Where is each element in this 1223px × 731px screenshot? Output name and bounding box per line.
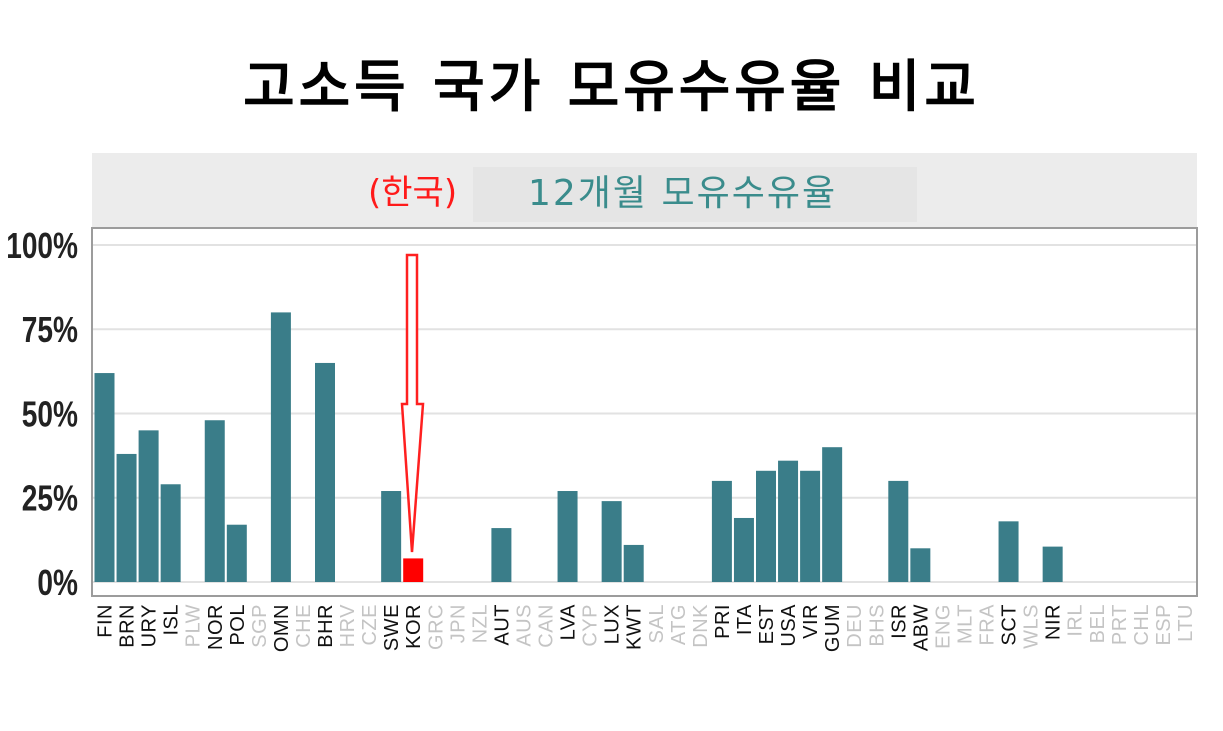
x-tick-label: BHR <box>315 604 337 648</box>
x-tick-label: ITA <box>734 604 756 635</box>
x-tick-label: POL <box>227 604 249 646</box>
x-tick-label: BRN <box>117 604 139 648</box>
x-tick-label: CYP <box>580 604 602 647</box>
y-tick-label: 25% <box>22 478 78 518</box>
korea-highlight-label: (한국) <box>368 173 458 213</box>
x-tick-label: AUS <box>513 604 535 647</box>
x-tick-label: ABW <box>910 604 932 651</box>
bar-bhr <box>315 362 335 582</box>
bar-sct <box>998 521 1019 582</box>
x-tick-label: PRT <box>1109 604 1131 645</box>
bar-nor <box>204 420 225 582</box>
x-tick-label: SAL <box>646 604 668 643</box>
x-tick-label: BHS <box>866 604 888 647</box>
x-tick-label: GRC <box>425 604 447 650</box>
x-tick-label: PLW <box>183 604 205 647</box>
y-tick-label: 50% <box>22 394 78 434</box>
x-tick-label: CAN <box>536 604 558 648</box>
bar-aut <box>491 528 512 582</box>
bar-gum <box>822 447 843 582</box>
bar-ury <box>138 430 159 582</box>
bar-abw <box>910 548 931 582</box>
x-tick-label: LVA <box>558 604 580 640</box>
x-tick-label: LTU <box>1175 604 1197 642</box>
x-tick-label: BEL <box>1087 604 1109 643</box>
y-tick-label: 100% <box>6 226 78 266</box>
bar-brn <box>116 453 137 582</box>
bar-est <box>756 470 776 582</box>
plot-border <box>91 227 1198 597</box>
x-tick-label: CHE <box>293 604 315 648</box>
bar-kor <box>403 558 424 582</box>
x-tick-label: ISR <box>888 604 910 639</box>
x-tick-label: VIR <box>800 604 822 639</box>
bars <box>94 312 1063 582</box>
x-tick-label: SCT <box>999 604 1021 646</box>
x-tick-label: FIN <box>95 604 117 638</box>
x-tick-label: FRA <box>977 604 999 646</box>
x-tick-label: IRL <box>1065 604 1087 637</box>
x-tick-label: GUM <box>822 604 844 652</box>
x-tick-label: AUT <box>491 604 513 646</box>
x-tick-label: SGP <box>249 604 271 648</box>
korea-arrow-icon <box>400 253 425 553</box>
x-tick-label: PRI <box>712 604 734 639</box>
x-tick-label: ENG <box>932 604 954 649</box>
x-tick-label: ISL <box>161 604 183 636</box>
gridlines <box>92 244 1197 583</box>
bar-usa <box>778 460 799 582</box>
x-tick-label: WLS <box>1021 604 1043 649</box>
x-tick-label: CZE <box>359 604 381 646</box>
x-tick-label: LUX <box>602 604 624 644</box>
x-tick-label: EST <box>756 604 778 644</box>
x-axis: FIN BRN URY ISL PLW NOR POL SGP OMN CHE BHR HRV CZE S… <box>95 604 1197 652</box>
y-tick-label: 75% <box>22 310 78 350</box>
bar-omn <box>270 312 291 582</box>
bar-ita <box>733 517 754 582</box>
bar-lva <box>557 491 578 582</box>
bar-kwt <box>623 544 644 582</box>
bar-nir <box>1042 546 1063 582</box>
x-tick-label: OMN <box>271 604 293 652</box>
bar-pri <box>711 480 732 582</box>
x-tick-label: URY <box>139 604 161 647</box>
x-tick-label: KOR <box>403 604 425 649</box>
x-tick-label: USA <box>778 604 800 647</box>
facet-strip-title-bg <box>473 167 917 222</box>
x-tick-label: NIR <box>1043 604 1065 640</box>
facet-strip-title: 12개월 모유수유율 <box>528 173 838 214</box>
bar-isl <box>160 484 181 582</box>
bar-isr <box>888 480 909 582</box>
x-tick-label: HRV <box>337 604 359 648</box>
x-tick-label: JPN <box>447 604 469 643</box>
x-tick-label: NZL <box>469 604 491 643</box>
x-tick-label: DNK <box>690 604 712 648</box>
y-axis: 0% 25% 50% 75% 100% <box>6 226 78 603</box>
y-tick-label: 0% <box>37 563 78 603</box>
bar-pol <box>226 524 247 582</box>
x-tick-label: MLT <box>954 604 976 644</box>
bar-fin <box>94 373 115 582</box>
x-tick-label: ESP <box>1153 604 1175 646</box>
page-title: 고소득 국가 모유수유율 비교 <box>243 55 980 120</box>
x-tick-label: NOR <box>205 604 227 650</box>
bar-lux <box>601 501 622 582</box>
x-tick-label: DEU <box>844 604 866 648</box>
x-tick-label: CHL <box>1131 604 1153 646</box>
x-tick-label: SWE <box>381 604 403 651</box>
bar-swe <box>381 491 402 582</box>
x-tick-label: ATG <box>668 604 690 645</box>
bar-vir <box>800 470 821 582</box>
x-tick-label: KWT <box>624 604 646 650</box>
